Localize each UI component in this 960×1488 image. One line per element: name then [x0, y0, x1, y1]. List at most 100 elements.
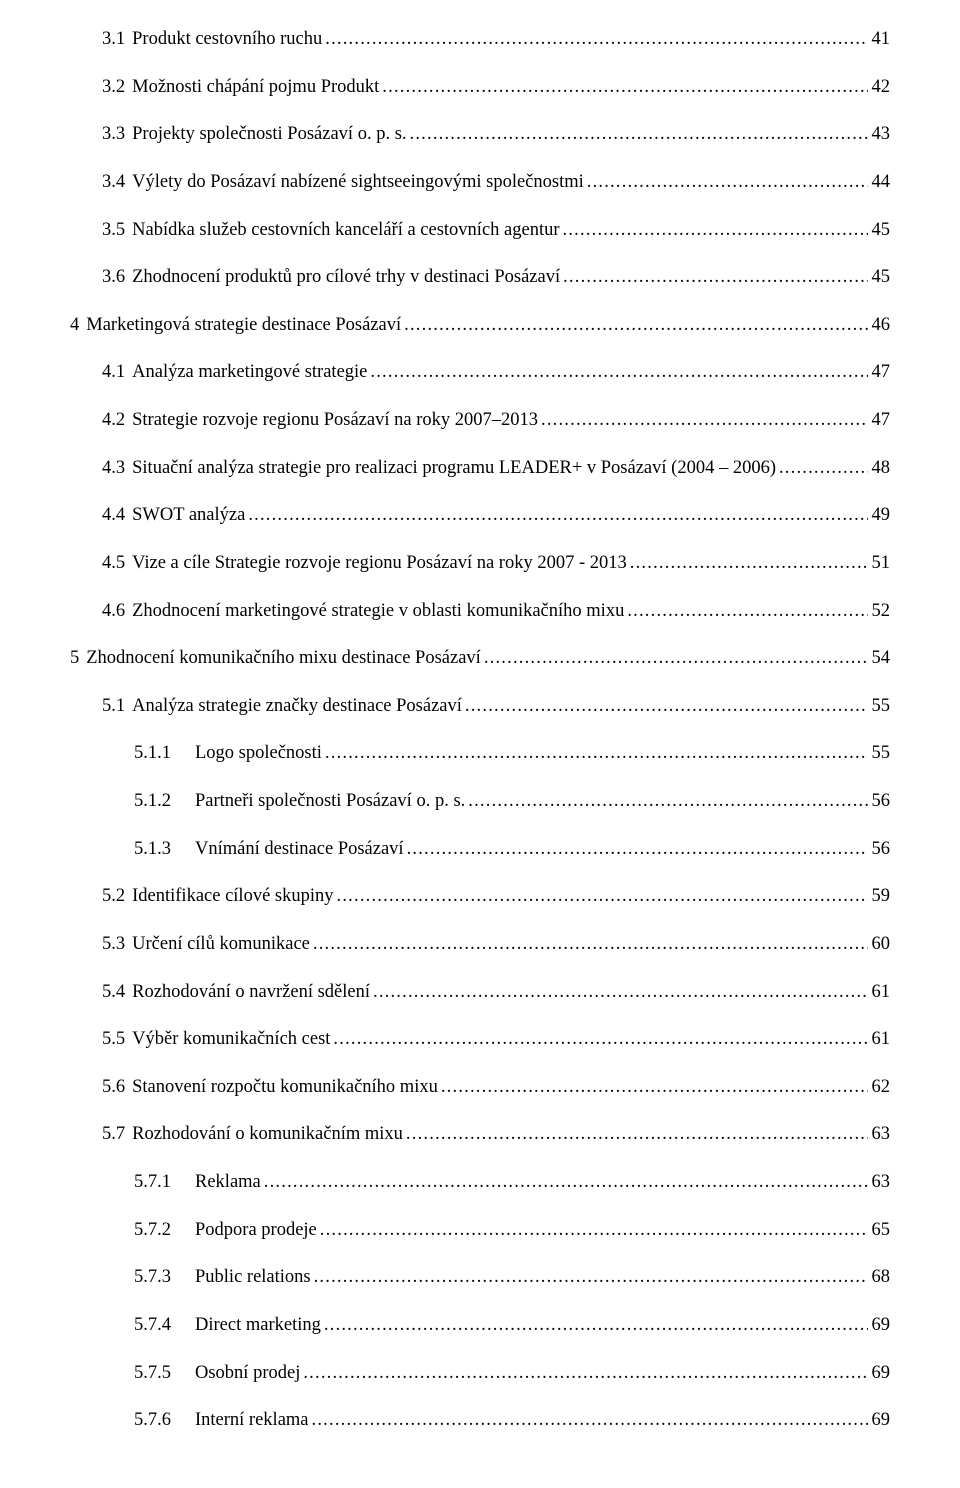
toc-leader-dots	[320, 1219, 868, 1242]
toc-entry-number: 3.6	[102, 266, 132, 289]
toc-entry: 5.4Rozhodování o navržení sdělení61	[102, 981, 890, 1004]
table-of-contents: 3.1Produkt cestovního ruchu413.2Možnosti…	[70, 28, 890, 1432]
toc-entry-page: 63	[868, 1171, 891, 1194]
toc-entry-number: 4.6	[102, 600, 132, 623]
toc-entry-number: 4	[70, 314, 86, 337]
toc-entry-number: 5.2	[102, 885, 132, 908]
toc-leader-dots	[410, 123, 868, 146]
toc-entry-page: 49	[868, 504, 891, 527]
toc-entry-page: 69	[868, 1314, 891, 1337]
toc-entry-page: 51	[868, 552, 891, 575]
toc-entry-title: Interní reklama	[195, 1409, 312, 1432]
toc-entry-title: Public relations	[195, 1266, 314, 1289]
toc-entry-title: Analýza strategie značky destinace Posáz…	[132, 695, 465, 718]
toc-entry-page: 43	[868, 123, 891, 146]
toc-entry-number: 5.1.3	[134, 838, 195, 861]
toc-entry-page: 42	[868, 76, 891, 99]
toc-entry: 5.1.1Logo společnosti55	[134, 742, 890, 765]
toc-leader-dots	[541, 409, 868, 432]
toc-entry-title: Situační analýza strategie pro realizaci…	[132, 457, 779, 480]
toc-entry-title: Zhodnocení komunikačního mixu destinace …	[86, 647, 484, 670]
toc-entry-page: 63	[868, 1123, 891, 1146]
toc-entry: 5.1Analýza strategie značky destinace Po…	[102, 695, 890, 718]
toc-entry: 3.3Projekty společnosti Posázaví o. p. s…	[102, 123, 890, 146]
toc-entry: 5.7.1Reklama63	[134, 1171, 890, 1194]
toc-entry-page: 45	[868, 266, 891, 289]
toc-entry-page: 60	[868, 933, 891, 956]
toc-entry: 5.1.3Vnímání destinace Posázaví 56	[134, 838, 890, 861]
toc-leader-dots	[264, 1171, 868, 1194]
toc-leader-dots	[337, 885, 868, 908]
toc-entry-page: 55	[868, 695, 891, 718]
toc-entry-number: 5.5	[102, 1028, 132, 1051]
toc-entry-title: Marketingová strategie destinace Posázav…	[86, 314, 404, 337]
toc-leader-dots	[324, 1314, 868, 1337]
toc-leader-dots	[382, 76, 867, 99]
toc-entry: 5.7.2Podpora prodeje65	[134, 1219, 890, 1242]
toc-entry-number: 3.4	[102, 171, 132, 194]
toc-entry-title: Projekty společnosti Posázaví o. p. s.	[132, 123, 409, 146]
toc-leader-dots	[587, 171, 868, 194]
toc-entry-page: 47	[868, 361, 891, 384]
toc-entry-number: 3.5	[102, 219, 132, 242]
toc-entry-number: 4.4	[102, 504, 132, 527]
toc-entry-number: 5.3	[102, 933, 132, 956]
toc-entry-title: Identifikace cílové skupiny	[132, 885, 336, 908]
toc-entry-number: 5.1.1	[134, 742, 195, 765]
toc-entry: 5.7.3Public relations68	[134, 1266, 890, 1289]
toc-leader-dots	[313, 933, 868, 956]
toc-entry-number: 5.1.2	[134, 790, 195, 813]
toc-entry: 5.1.2Partneři společnosti Posázaví o. p.…	[134, 790, 890, 813]
toc-leader-dots	[312, 1409, 868, 1432]
toc-entry-title: Nabídka služeb cestovních kanceláří a ce…	[132, 219, 562, 242]
toc-entry-page: 46	[868, 314, 891, 337]
toc-entry-title: Výlety do Posázaví nabízené sightseeingo…	[132, 171, 587, 194]
toc-entry: 3.5Nabídka služeb cestovních kanceláří a…	[102, 219, 890, 242]
toc-entry-page: 41	[868, 28, 891, 51]
toc-entry: 4Marketingová strategie destinace Posáza…	[70, 314, 890, 337]
toc-entry: 5.7.6Interní reklama69	[134, 1409, 890, 1432]
toc-entry-page: 48	[868, 457, 891, 480]
toc-entry-title: Vnímání destinace Posázaví	[195, 838, 407, 861]
toc-entry-page: 55	[868, 742, 891, 765]
toc-entry: 5.7Rozhodování o komunikačním mixu 63	[102, 1123, 890, 1146]
toc-entry: 3.4Výlety do Posázaví nabízené sightseei…	[102, 171, 890, 194]
toc-entry-page: 45	[868, 219, 891, 242]
toc-leader-dots	[325, 742, 868, 765]
toc-leader-dots	[373, 981, 868, 1004]
toc-entry-page: 56	[868, 838, 891, 861]
toc-leader-dots	[484, 647, 868, 670]
toc-entry: 3.1Produkt cestovního ruchu41	[102, 28, 890, 51]
toc-entry-page: 68	[868, 1266, 891, 1289]
toc-entry-number: 5.6	[102, 1076, 132, 1099]
toc-entry-number: 5.7	[102, 1123, 132, 1146]
toc-entry-page: 69	[868, 1362, 891, 1385]
toc-entry-title: Možnosti chápání pojmu Produkt	[132, 76, 382, 99]
toc-entry-number: 5.7.4	[134, 1314, 195, 1337]
toc-entry-number: 5.4	[102, 981, 132, 1004]
toc-entry-title: Rozhodování o komunikačním mixu	[132, 1123, 406, 1146]
toc-entry-title: Reklama	[195, 1171, 264, 1194]
toc-leader-dots	[404, 314, 867, 337]
toc-entry-title: Podpora prodeje	[195, 1219, 320, 1242]
toc-leader-dots	[325, 28, 867, 51]
toc-entry-title: Stanovení rozpočtu komunikačního mixu	[132, 1076, 441, 1099]
toc-entry-page: 61	[868, 1028, 891, 1051]
toc-entry: 4.1Analýza marketingové strategie47	[102, 361, 890, 384]
toc-entry-number: 5.7.5	[134, 1362, 195, 1385]
toc-entry-number: 5	[70, 647, 86, 670]
toc-leader-dots	[630, 552, 868, 575]
toc-leader-dots	[370, 361, 867, 384]
toc-leader-dots	[563, 266, 867, 289]
toc-leader-dots	[303, 1362, 867, 1385]
toc-entry-title: Zhodnocení marketingové strategie v obla…	[132, 600, 627, 623]
toc-entry-number: 4.5	[102, 552, 132, 575]
toc-entry-title: Analýza marketingové strategie	[132, 361, 370, 384]
toc-entry-page: 59	[868, 885, 891, 908]
toc-entry-page: 65	[868, 1219, 891, 1242]
toc-entry-number: 5.1	[102, 695, 132, 718]
toc-entry: 5.2Identifikace cílové skupiny 59	[102, 885, 890, 908]
toc-entry: 3.2Možnosti chápání pojmu Produkt42	[102, 76, 890, 99]
toc-leader-dots	[333, 1028, 867, 1051]
toc-entry-page: 52	[868, 600, 891, 623]
